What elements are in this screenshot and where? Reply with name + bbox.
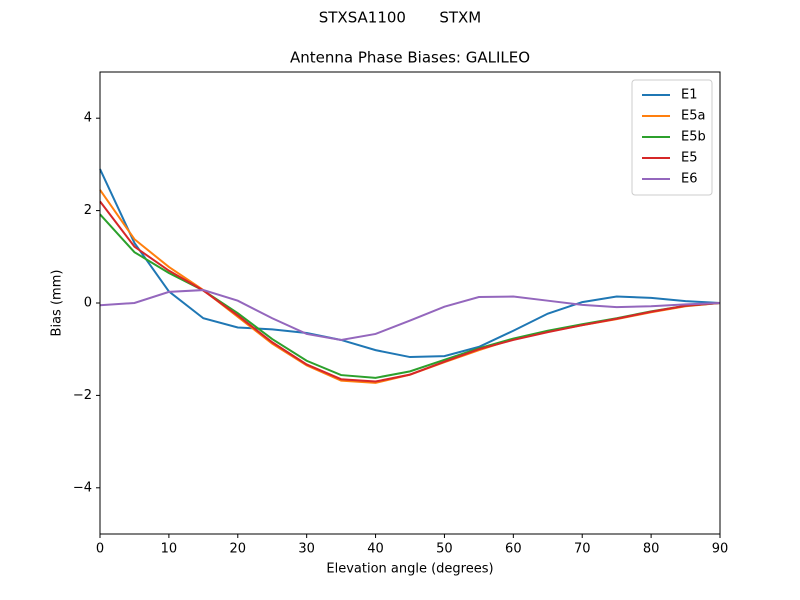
x-tick-label: 80	[643, 542, 660, 557]
x-tick-label: 0	[96, 542, 104, 557]
y-tick-label: 2	[84, 203, 92, 218]
legend-label: E5	[681, 151, 698, 166]
series-line	[99, 289, 721, 341]
y-tick-label: −2	[73, 388, 92, 403]
x-tick-label: 20	[230, 542, 247, 557]
x-tick-label: 90	[712, 542, 729, 557]
series-line	[99, 168, 721, 359]
y-tick-label: −4	[73, 480, 92, 495]
x-axis-label: Elevation angle (degrees)	[326, 562, 493, 577]
legend-box	[631, 79, 713, 196]
x-tick-label: 30	[298, 542, 315, 557]
legend-label: E1	[681, 88, 698, 103]
x-tick-label: 40	[367, 542, 384, 557]
legend-label: E5a	[681, 109, 705, 124]
y-axis-label: Bias (mm)	[50, 270, 65, 337]
legend-label: E6	[681, 172, 698, 187]
legend-label: E5b	[681, 130, 706, 145]
y-tick-label: 0	[84, 296, 92, 311]
chart-title: Antenna Phase Biases: GALILEO	[290, 49, 530, 67]
x-tick-label: 10	[161, 542, 178, 557]
x-tick-label: 50	[436, 542, 453, 557]
x-tick-label: 60	[505, 542, 522, 557]
y-tick-label: 4	[84, 111, 92, 126]
plot-frame	[99, 71, 721, 535]
suptitle: STXSA1100 STXM	[319, 9, 481, 27]
x-tick-label: 70	[574, 542, 591, 557]
